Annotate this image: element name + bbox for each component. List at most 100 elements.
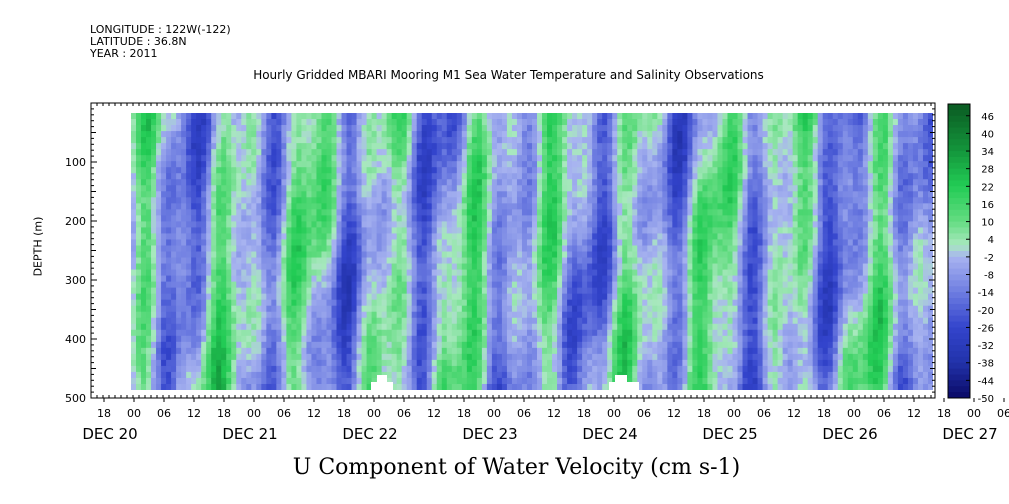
heatmap-cell — [301, 203, 308, 210]
heatmap-cell — [141, 353, 147, 361]
heatmap-cell — [306, 221, 313, 229]
heatmap-cell — [501, 215, 508, 222]
heatmap-cell — [461, 311, 468, 319]
heatmap-cell — [236, 329, 242, 337]
heatmap-cell — [171, 179, 177, 186]
heatmap-cell — [627, 113, 633, 120]
heatmap-cell — [346, 119, 353, 126]
heatmap-cell — [521, 287, 528, 295]
heatmap-cell — [131, 119, 137, 126]
heatmap-cell — [266, 137, 272, 144]
heatmap-cell — [216, 377, 222, 385]
heatmap-cell — [271, 371, 277, 379]
heatmap-cell — [216, 209, 222, 216]
heatmap-cell — [506, 209, 513, 216]
heatmap-cell — [416, 275, 423, 283]
heatmap-cell — [346, 149, 353, 156]
heatmap-cell — [341, 239, 348, 247]
heatmap-cell — [532, 167, 538, 174]
heatmap-cell — [572, 191, 578, 198]
heatmap-cell — [131, 371, 137, 379]
heatmap-cell — [532, 269, 538, 277]
heatmap-cell — [216, 335, 222, 343]
heatmap-cell — [572, 329, 578, 337]
heatmap-cell — [637, 365, 643, 373]
heatmap-cell — [191, 143, 197, 150]
heatmap-cell — [216, 131, 222, 138]
heatmap-cell — [396, 287, 403, 295]
heatmap-cell — [637, 245, 643, 253]
heatmap-cell — [416, 341, 423, 349]
heatmap-cell — [466, 257, 473, 265]
heatmap-cell — [632, 209, 638, 216]
heatmap-cell — [186, 377, 192, 385]
heatmap-cell — [231, 377, 237, 385]
heatmap-cell — [451, 275, 458, 283]
heatmap-cell — [642, 197, 648, 204]
heatmap-cell — [572, 335, 578, 343]
heatmap-cell — [672, 221, 678, 229]
heatmap-cell — [481, 281, 488, 289]
heatmap-cell — [627, 359, 633, 367]
heatmap-cell — [436, 359, 443, 367]
heatmap-cell — [366, 377, 373, 385]
heatmap-cell — [396, 275, 403, 283]
heatmap-cell — [622, 341, 628, 349]
heatmap-cell — [647, 281, 653, 289]
heatmap-cell — [401, 197, 408, 204]
heatmap-cell — [276, 257, 282, 265]
heatmap-cell — [491, 125, 498, 132]
heatmap-cell — [266, 167, 272, 174]
heatmap-cell — [637, 203, 643, 210]
heatmap-cell — [411, 221, 418, 229]
heatmap-cell — [662, 299, 668, 307]
heatmap-cell — [637, 161, 643, 168]
heatmap-cell — [391, 185, 398, 192]
heatmap-cell — [672, 167, 678, 174]
heatmap-cell — [471, 257, 478, 265]
heatmap-cell — [161, 203, 167, 210]
heatmap-cell — [552, 359, 558, 367]
heatmap-cell — [201, 155, 207, 162]
heatmap-cell — [321, 149, 328, 156]
heatmap-cell — [491, 347, 498, 355]
heatmap-cell — [166, 185, 172, 192]
heatmap-cell — [251, 281, 257, 289]
heatmap-cell — [637, 233, 643, 241]
heatmap-cell — [361, 257, 368, 265]
heatmap-cell — [466, 227, 473, 235]
heatmap-cell — [637, 299, 643, 307]
heatmap-cell — [667, 137, 673, 144]
heatmap-cell — [537, 287, 543, 295]
heatmap-cell — [532, 383, 538, 390]
heatmap-cell — [151, 191, 157, 198]
heatmap-cell — [436, 125, 443, 132]
heatmap-cell — [411, 353, 418, 361]
heatmap-cell — [141, 377, 147, 385]
heatmap-cell — [587, 119, 593, 126]
heatmap-cell — [391, 353, 398, 361]
heatmap-cell — [306, 227, 313, 235]
heatmap-cell — [351, 167, 358, 174]
heatmap-cell — [441, 257, 448, 265]
heatmap-cell — [476, 293, 483, 301]
heatmap-cell — [346, 263, 353, 271]
heatmap-cell — [331, 251, 338, 259]
heatmap-cell — [226, 113, 232, 120]
heatmap-cell — [456, 275, 463, 283]
heatmap-cell — [406, 113, 413, 120]
heatmap-cell — [607, 269, 613, 277]
heatmap-cell — [657, 257, 663, 265]
heatmap-cell — [376, 191, 383, 198]
heatmap-cell — [406, 329, 413, 337]
heatmap-cell — [587, 203, 593, 210]
heatmap-cell — [436, 215, 443, 222]
heatmap-cell — [446, 113, 453, 120]
heatmap-cell — [647, 377, 653, 385]
heatmap-cell — [461, 221, 468, 229]
heatmap-cell — [662, 269, 668, 277]
heatmap-cell — [286, 125, 292, 132]
heatmap-cell — [436, 245, 443, 253]
heatmap-cell — [146, 335, 152, 343]
heatmap-cell — [256, 227, 262, 235]
